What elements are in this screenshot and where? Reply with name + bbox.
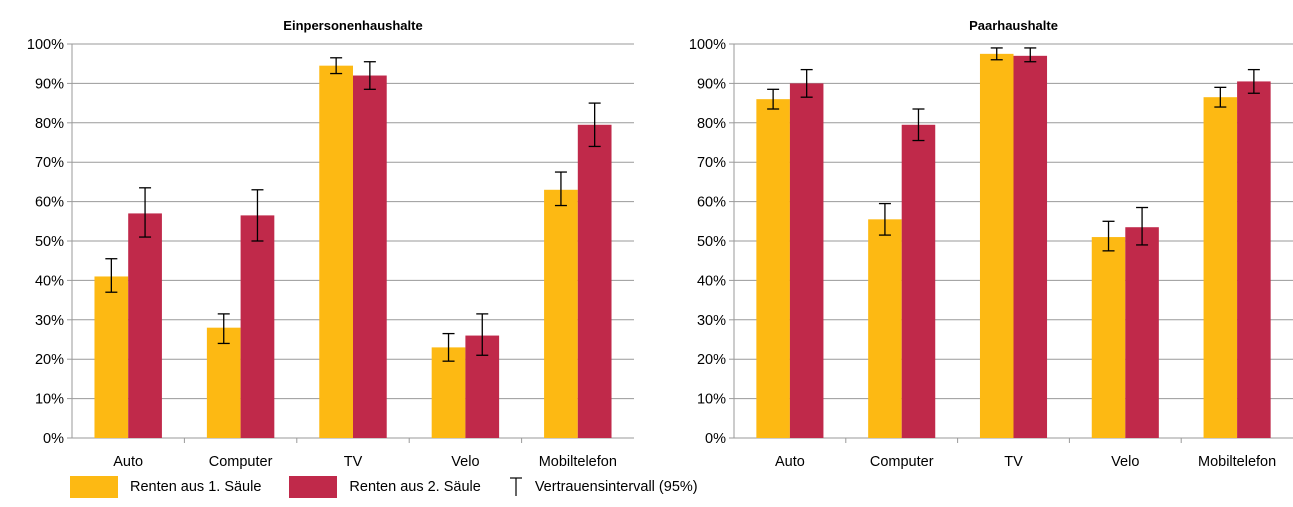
error-bar <box>139 187 152 238</box>
y-tick-label: 10% <box>35 392 64 408</box>
error-bar <box>105 258 118 293</box>
y-tick-label: 30% <box>35 313 64 329</box>
y-tick-label: 0% <box>705 431 726 447</box>
bar-saeule-2-tv <box>353 75 387 439</box>
x-tick-label: TV <box>344 454 363 470</box>
y-tick-label: 10% <box>697 392 726 408</box>
x-tick-label: Velo <box>451 454 479 470</box>
y-tick-label: 60% <box>697 195 726 211</box>
bar-saeule-2-velo <box>1125 227 1159 438</box>
y-tick-label: 40% <box>35 273 64 289</box>
error-bar <box>1214 86 1227 108</box>
x-tick-label: TV <box>1004 454 1023 470</box>
legend-item-series-2: Renten aus 2. Säule <box>289 476 481 498</box>
legend-label-series-2: Renten aus 2. Säule <box>349 479 481 495</box>
bar-saeule-1-mobiltelefon <box>1203 97 1238 438</box>
x-tick-label: Auto <box>113 454 143 470</box>
legend-label-series-1: Renten aus 1. Säule <box>130 479 262 495</box>
bar-saeule-1-tv <box>979 53 1014 438</box>
bar-saeule-2-auto <box>128 213 162 438</box>
error-bar <box>476 313 489 356</box>
error-bar <box>363 61 376 90</box>
error-bar <box>217 313 230 345</box>
bar-saeule-2-auto <box>789 83 824 439</box>
bar-saeule-1-auto <box>756 99 790 438</box>
bar-saeule-2-mobiltelefon <box>577 124 612 439</box>
error-bar <box>554 171 567 207</box>
legend-label-ci: Vertrauensintervall (95%) <box>534 479 698 495</box>
error-bar <box>878 202 891 236</box>
error-bar <box>912 108 925 142</box>
bar-saeule-2-computer <box>901 124 936 439</box>
bar-saeule-1-velo <box>431 347 466 438</box>
y-tick-label: 80% <box>35 116 64 132</box>
error-bar <box>588 102 601 148</box>
error-bar <box>1102 220 1115 252</box>
legend-item-ci: Vertrauensintervall (95%) <box>509 476 698 498</box>
x-tick-label: Computer <box>209 454 273 470</box>
y-tick-label: 80% <box>697 116 726 132</box>
bar-saeule-1-computer <box>868 219 902 438</box>
bar-saeule-1-auto <box>94 276 129 438</box>
y-tick-label: 30% <box>697 313 726 329</box>
error-bar <box>330 57 343 75</box>
y-tick-label: 20% <box>697 352 726 368</box>
y-tick-label: 20% <box>35 352 64 368</box>
x-tick-label: Mobiltelefon <box>539 454 617 470</box>
bar-saeule-1-tv <box>319 65 353 439</box>
chart-panel-2: Paarhaushalte 0% 10% 20% 30% 40% 50% 60% 70% 80% 9… <box>689 18 1293 470</box>
x-tick-label: Auto <box>775 454 805 470</box>
bar-saeule-1-computer <box>206 327 241 438</box>
y-tick-label: 0% <box>43 431 64 447</box>
x-tick-label: Mobiltelefon <box>1198 454 1276 470</box>
y-tick-label: 70% <box>35 155 64 171</box>
y-tick-label: 70% <box>697 155 726 171</box>
y-tick-label: 50% <box>697 234 726 250</box>
bar-saeule-2-mobiltelefon <box>1237 81 1271 439</box>
y-tick-label: 40% <box>697 273 726 289</box>
y-tick-label: 90% <box>35 76 64 92</box>
y-tick-label: 90% <box>697 76 726 92</box>
error-bar <box>1024 47 1037 63</box>
y-tick-label: 50% <box>35 234 64 250</box>
error-bar <box>442 332 455 362</box>
legend-swatch-series-2 <box>289 476 338 498</box>
bar-saeule-2-computer <box>240 215 275 438</box>
error-bar <box>1136 206 1149 246</box>
chart-title: Einpersonenhaushalte <box>283 18 422 33</box>
chart-panel-1: Einpersonenhaushalte 0% 10% 20% 30% 40% 50% 60%… <box>27 18 634 470</box>
y-tick-label: 100% <box>689 37 726 53</box>
error-bar <box>767 88 780 110</box>
error-bar <box>800 68 813 98</box>
bar-saeule-1-velo <box>1091 237 1126 438</box>
error-bar <box>1247 68 1260 94</box>
confidence-interval-icon <box>509 477 522 496</box>
x-tick-label: Computer <box>870 454 934 470</box>
legend: Renten aus 1. Säule Renten aus 2. Säule … <box>70 474 726 500</box>
legend-swatch-series-1 <box>70 476 118 498</box>
bar-saeule-2-tv <box>1013 55 1048 438</box>
legend-item-series-1: Renten aus 1. Säule <box>70 476 261 498</box>
bar-saeule-1-mobiltelefon <box>544 189 578 438</box>
y-tick-label: 60% <box>35 195 64 211</box>
chart-title: Paarhaushalte <box>969 18 1058 33</box>
error-bar <box>251 189 264 242</box>
chart-canvas: Einpersonenhaushalte 0% 10% 20% 30% 40% 50% 60%… <box>27 18 1293 470</box>
x-tick-label: Velo <box>1111 454 1139 470</box>
y-tick-label: 100% <box>27 37 64 53</box>
error-bar <box>990 47 1003 61</box>
